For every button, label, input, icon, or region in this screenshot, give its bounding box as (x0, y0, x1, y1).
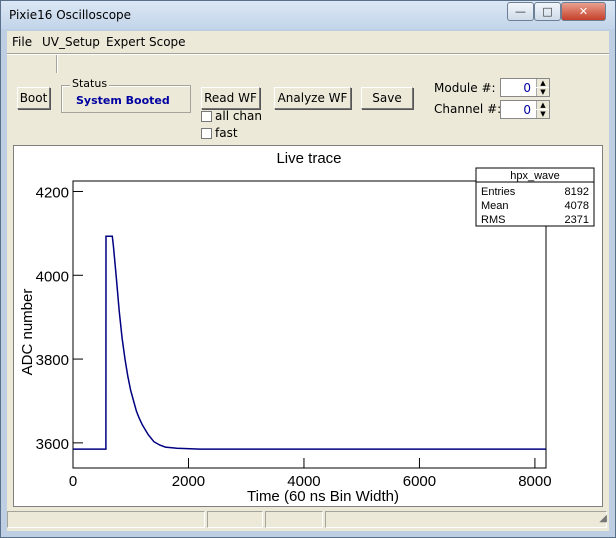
y-tick-label-1: 3800 (36, 352, 69, 369)
stats-value-entries: 8192 (565, 186, 589, 198)
status-pane-1 (7, 511, 205, 528)
menu-scope[interactable]: Scope (149, 35, 186, 49)
x-tick-label-3: 6000 (403, 473, 436, 490)
module-label: Module #: (434, 81, 496, 95)
y-tick-label-3: 4200 (36, 184, 69, 201)
title-bar[interactable]: Pixie16 Oscilloscope — □ ✕ (1, 1, 615, 29)
menu-uv-setup[interactable]: UV_Setup (42, 35, 100, 49)
y-axis-label: ADC number (19, 289, 36, 376)
minimize-button[interactable]: — (507, 2, 534, 21)
status-text: System Booted (76, 94, 170, 107)
module-value[interactable]: 0 (523, 81, 531, 95)
maximize-button[interactable]: □ (534, 2, 561, 21)
status-pane-4 (325, 511, 607, 528)
menu-bar: File UV_Setup Expert Scope (7, 31, 609, 53)
close-button[interactable]: ✕ (561, 2, 606, 21)
x-axis-label: Time (60 ns Bin Width) (247, 488, 399, 505)
menu-file[interactable]: File (12, 35, 33, 49)
x-tick-label-4: 8000 (518, 473, 551, 490)
fast-checkbox[interactable] (201, 128, 212, 139)
status-pane-3 (265, 511, 323, 528)
stats-label-entries: Entries (481, 186, 516, 198)
y-tick-label-0: 3600 (36, 436, 69, 453)
trace-line (73, 235, 546, 450)
stats-value-rms: 2371 (565, 214, 589, 226)
boot-button[interactable]: Boot (17, 87, 50, 109)
save-button[interactable]: Save (361, 87, 413, 109)
module-down-arrow-icon[interactable]: ▼ (536, 88, 549, 96)
status-pane-2 (207, 511, 263, 528)
menu-expert[interactable]: Expert (106, 35, 146, 49)
x-tick-label-0: 0 (69, 473, 77, 490)
status-bar: ◢ (7, 511, 609, 529)
fast-label: fast (215, 126, 238, 140)
resize-grip-icon[interactable]: ◢ (599, 513, 607, 524)
read-wf-button[interactable]: Read WF (201, 87, 260, 109)
stats-label-rms: RMS (481, 214, 505, 226)
channel-value[interactable]: 0 (523, 103, 531, 117)
all-chan-checkbox[interactable] (201, 111, 212, 122)
all-chan-label: all chan (215, 109, 262, 123)
trace-chart: Live trace 3600 3800 4000 4200 0 2000 4000 600… (19, 150, 595, 505)
status-group: Status System Booted (61, 77, 191, 113)
toolbar-divider (56, 55, 58, 73)
channel-spinbox[interactable]: 0 ▲ ▼ (500, 100, 550, 119)
status-label: Status (70, 77, 110, 90)
chart-title: Live trace (276, 150, 341, 167)
plot-canvas[interactable]: Live trace 3600 3800 4000 4200 0 2000 4000 600… (13, 145, 603, 507)
x-tick-label-1: 2000 (172, 473, 205, 490)
channel-label: Channel #: (434, 102, 502, 116)
plot-frame (72, 180, 547, 469)
window-title: Pixie16 Oscilloscope (9, 8, 132, 22)
stats-label-mean: Mean (481, 200, 509, 212)
module-up-arrow-icon[interactable]: ▲ (536, 79, 549, 87)
channel-up-arrow-icon[interactable]: ▲ (536, 101, 549, 109)
stats-title: hpx_wave (510, 170, 560, 182)
client-area: File UV_Setup Expert Scope Boot Status S… (7, 31, 609, 531)
y-tick-label-2: 4000 (36, 268, 69, 285)
menu-separator (7, 53, 609, 55)
channel-down-arrow-icon[interactable]: ▼ (536, 110, 549, 118)
x-tick-label-2: 4000 (287, 473, 320, 490)
module-spinbox[interactable]: 0 ▲ ▼ (500, 78, 550, 97)
stats-box: hpx_wave Entries 8192 Mean 4078 RMS 2371 (475, 167, 595, 227)
stats-value-mean: 4078 (565, 200, 589, 212)
analyze-wf-button[interactable]: Analyze WF (274, 87, 351, 109)
